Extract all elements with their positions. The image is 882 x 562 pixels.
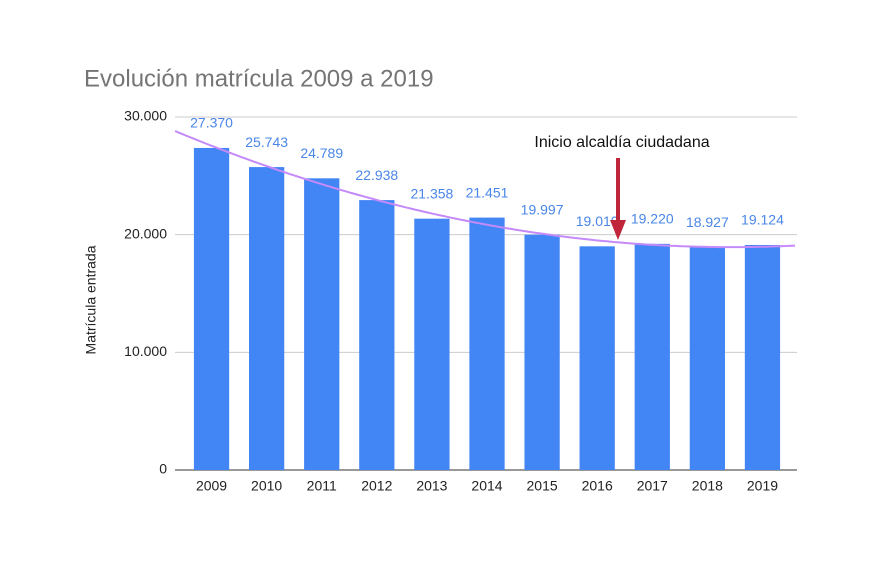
value-label: 19.220 <box>631 211 674 227</box>
value-label: 27.370 <box>190 115 233 131</box>
x-tick-label: 2010 <box>251 478 282 494</box>
x-tick-label: 2009 <box>196 478 227 494</box>
y-tick-label: 10.000 <box>124 343 167 359</box>
annotation-arrowhead <box>610 220 626 240</box>
x-tick-label: 2012 <box>361 478 392 494</box>
x-tick-label: 2018 <box>692 478 723 494</box>
bar <box>249 167 285 470</box>
value-label: 19.124 <box>741 212 784 228</box>
trendline <box>174 130 796 249</box>
overlay: Inicio alcaldía ciudadana <box>534 134 710 240</box>
x-tick-label: 2013 <box>416 478 447 494</box>
value-label: 19.010 <box>576 213 619 229</box>
bar <box>689 247 725 470</box>
value-label: 25.743 <box>245 134 288 150</box>
value-label: 21.451 <box>466 184 509 200</box>
bar <box>414 218 450 470</box>
annotation: Inicio alcaldía ciudadana <box>534 134 709 151</box>
x-tick-label: 2016 <box>582 478 613 494</box>
x-tick-label: 2017 <box>637 478 668 494</box>
y-axis-label: Matrícula entrada <box>83 245 99 354</box>
chart-title: Evolución matrícula 2009 a 2019 <box>84 65 434 92</box>
value-label: 19.997 <box>521 201 564 217</box>
bar <box>744 244 781 470</box>
y-tick-label: 0 <box>159 461 167 477</box>
y-tick-label: 20.000 <box>124 225 167 241</box>
bar <box>579 246 615 470</box>
x-tick-label: 2019 <box>747 478 778 494</box>
x-tick-label: 2014 <box>471 478 502 494</box>
x-tick-label: 2011 <box>307 478 337 494</box>
bar <box>193 147 230 470</box>
bar <box>304 178 340 470</box>
bar <box>469 217 505 470</box>
plot-area: 0 10.000 20.000 30.000 2009 27.370 2010 25.743 2… <box>124 108 797 494</box>
value-label: 18.927 <box>686 214 729 230</box>
value-label: 22.938 <box>355 167 398 183</box>
bar <box>359 200 395 471</box>
bar <box>524 234 560 470</box>
value-label: 21.358 <box>410 185 453 201</box>
y-tick-label: 30.000 <box>124 108 167 124</box>
bar <box>634 243 670 470</box>
x-tick-label: 2015 <box>527 478 558 494</box>
value-label: 24.789 <box>300 145 343 161</box>
